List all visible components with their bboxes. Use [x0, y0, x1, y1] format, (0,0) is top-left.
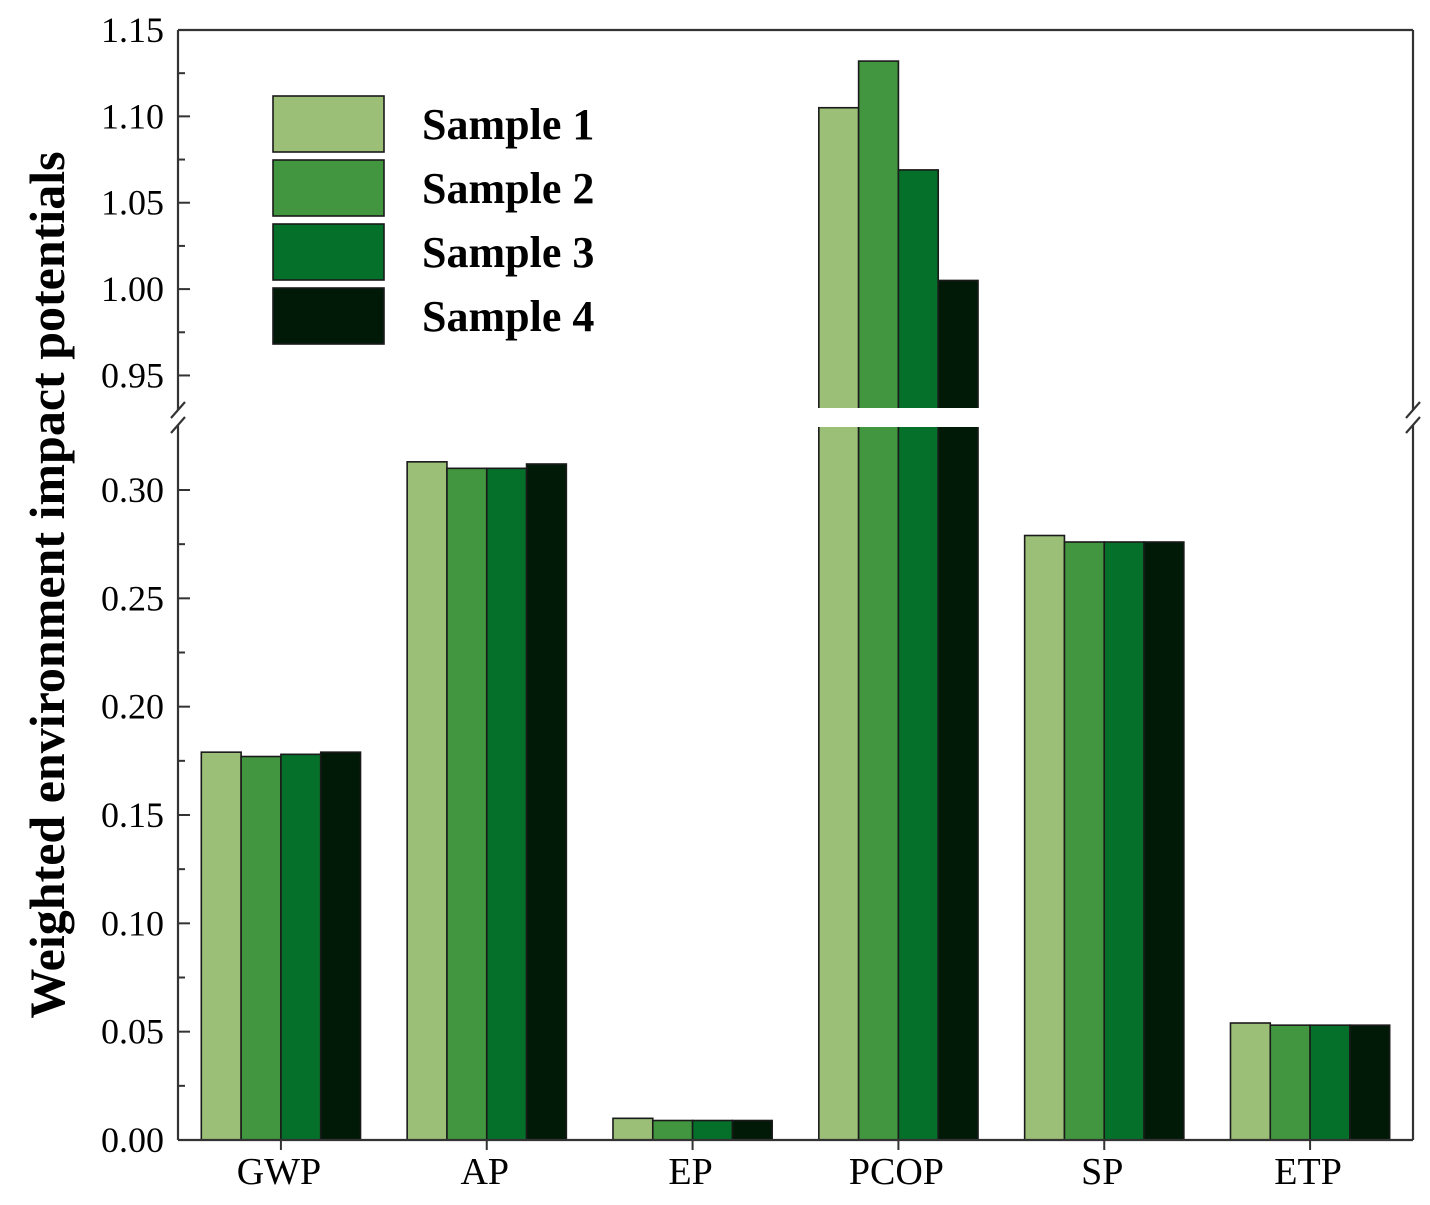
bar-ep-sample-1: [612, 1117, 654, 1141]
y-tick-label-0-95: 0.95: [101, 355, 164, 395]
bars-layer: [180, 60, 1411, 1141]
bar-gwp-sample-2: [240, 755, 282, 1141]
legend: Sample 1 Sample 2 Sample 3 Sample 4: [272, 95, 594, 345]
x-tick-label-ap: AP: [460, 1151, 509, 1193]
bar-ep-sample-2: [651, 1119, 694, 1141]
y-tick-label-0-15: 0.15: [101, 795, 164, 835]
bar-ap-sample-2: [446, 467, 488, 1141]
bar-sp-sample-2: [1063, 541, 1106, 1141]
bar-ap-sample-1: [406, 461, 448, 1141]
axes-layer: 0.00 0.05 0.10 0.15 0.20 0.25 0.30 0.95 1.00 1.05…: [101, 10, 1421, 1193]
y-tick-label-1-10: 1.10: [101, 96, 164, 136]
bar-pcop-sample-1: [818, 106, 860, 1141]
legend-label-sample-2: Sample 2: [422, 164, 594, 213]
bar-etp-sample-1: [1229, 1022, 1272, 1141]
bar-ap-sample-3: [485, 467, 528, 1141]
bar-etp-sample-3: [1309, 1024, 1351, 1141]
axis-break-mark-left-a: [170, 401, 186, 419]
y-tick-label-0-05: 0.05: [101, 1012, 164, 1052]
x-tick-label-sp: SP: [1081, 1151, 1123, 1193]
bar-gwp-sample-4: [319, 751, 362, 1141]
x-tick-label-etp: ETP: [1274, 1151, 1342, 1193]
y-tick-label-1-05: 1.05: [101, 183, 164, 223]
bar-sp-sample-1: [1023, 534, 1066, 1141]
axis-break-mark-left-b: [170, 416, 186, 434]
x-tick-label-pcop: PCOP: [849, 1151, 944, 1193]
axis-break-gap: [180, 408, 1411, 427]
bar-ap-sample-4: [525, 463, 568, 1141]
legend-label-sample-4: Sample 4: [422, 292, 594, 341]
y-tick-label-1-15: 1.15: [101, 10, 164, 50]
y-tick-label-0-25: 0.25: [101, 578, 164, 618]
y-tick-label-0-30: 0.30: [101, 470, 164, 510]
legend-swatch-sample-4: [272, 287, 385, 345]
bar-etp-sample-2: [1269, 1024, 1311, 1141]
bar-ep-sample-3: [691, 1119, 734, 1141]
x-tick-label-gwp: GWP: [237, 1151, 321, 1193]
legend-swatch-sample-3: [272, 223, 385, 281]
y-axis-label: Weighted environment impact potentials: [19, 151, 75, 1018]
legend-swatch-sample-2: [272, 159, 385, 217]
bar-pcop-sample-2: [857, 60, 900, 1141]
axis-break-mark-right-b: [1405, 416, 1421, 434]
bar-pcop-sample-3: [897, 169, 940, 1141]
bar-ep-sample-4: [731, 1119, 773, 1141]
bar-gwp-sample-3: [280, 753, 322, 1141]
legend-swatch-sample-1: [272, 95, 385, 153]
y-tick-label-0-10: 0.10: [101, 903, 164, 943]
legend-label-sample-3: Sample 3: [422, 228, 594, 277]
legend-label-sample-1: Sample 1: [422, 100, 594, 149]
axis-break-mark-right-a: [1405, 401, 1421, 419]
y-tick-label-0-00: 0.00: [101, 1120, 164, 1160]
bar-gwp-sample-1: [200, 751, 242, 1141]
y-tick-label-1-00: 1.00: [101, 269, 164, 309]
bar-etp-sample-4: [1349, 1024, 1391, 1141]
bar-sp-sample-3: [1103, 541, 1145, 1141]
y-tick-label-0-20: 0.20: [101, 687, 164, 727]
x-tick-label-ep: EP: [668, 1151, 712, 1193]
bar-sp-sample-4: [1143, 541, 1185, 1141]
